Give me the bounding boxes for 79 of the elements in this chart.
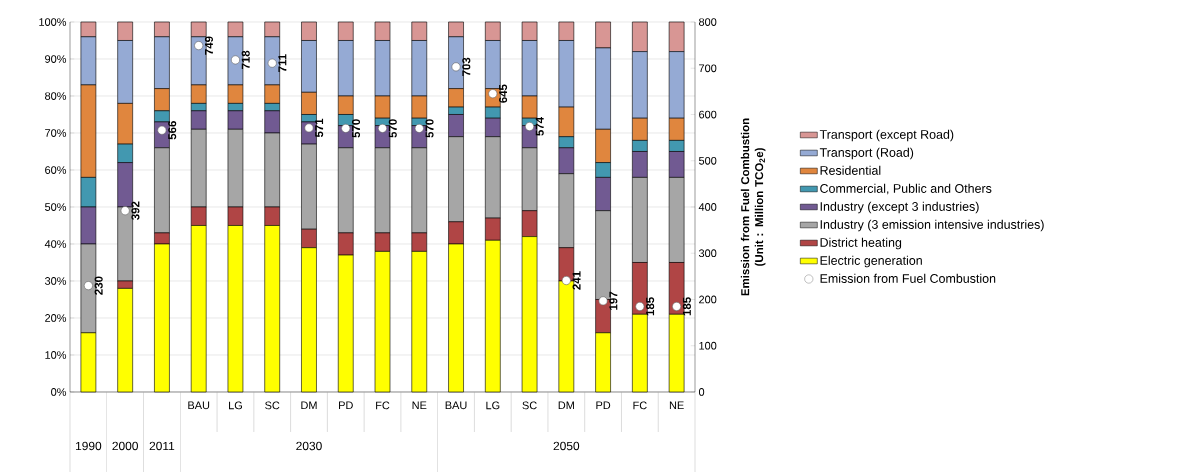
data-label: 571 [315,118,324,138]
data-label: 185 [646,297,655,316]
data-label: 230 [94,276,103,295]
y2-tick-label: 300 [698,249,717,258]
y2-tick-label: 500 [698,156,717,165]
text: 2030 [296,441,322,451]
y2-tick-label: 400 [698,203,717,211]
legend-label: District heating [820,237,902,250]
data-label: 718 [241,50,250,69]
data-label: 392 [131,201,140,220]
y2-tick-label: 200 [699,295,717,304]
y2-tick-label: 800 [698,18,717,26]
point [83,281,93,291]
x-tick-label: FC [633,401,647,410]
point [525,121,535,131]
x-tick-label: LG [486,401,500,410]
point [230,55,240,65]
y-tick-label: 100% [39,18,67,26]
x-tick-label: BAU [445,401,467,410]
data-label: 570 [388,119,397,138]
y-tick-label: 70% [45,129,67,137]
point [267,58,277,68]
legend-label: Industry (3 emission intensive industries) [820,219,1044,232]
x-tick-label: FC [376,401,390,410]
y2-tick-label: 0 [698,388,705,396]
point [120,206,130,216]
data-label: 570 [425,119,434,138]
x-tick-label: LG [229,401,242,410]
y-tick-label: 20% [45,314,67,322]
data-label: 703 [462,57,471,76]
point [635,301,645,311]
x-tick-label: SC [522,401,537,410]
y-tick-label: 30% [44,277,67,285]
y-tick-label: 50% [45,203,67,211]
data-label: 241 [572,271,581,290]
text: 2050 [553,441,580,451]
y2-tick-label: 600 [699,110,717,119]
text: 1990 [76,441,102,451]
text: 2011 [149,441,175,451]
point [561,275,571,285]
legend-label: Emission from Fuel Combustion [820,273,996,283]
data-label: 711 [278,54,287,72]
x-tick-label: BAU [188,401,210,410]
point [598,296,608,306]
legend-label: Industry (except 3 industries) [820,201,979,214]
legend-label: Electric generation [820,255,922,268]
x-tick-label: NE [412,401,427,409]
legend-label: Transport (Road) [819,147,914,160]
point [672,301,682,311]
legend-label: Transport (except Road) [819,129,954,142]
point [378,123,388,133]
y-tick-label: 90% [45,55,67,63]
point [414,123,424,133]
data-label: 574 [535,116,544,136]
data-label: 566 [168,120,177,140]
y-tick-label: 0% [51,388,67,396]
x-tick-label: DM [558,401,574,409]
y-tick-label: 40% [44,240,67,248]
data-label: 570 [351,119,361,138]
y-tick-label: 10% [45,351,67,359]
x-tick-label: SC [265,401,280,410]
x-tick-label: PD [596,401,611,409]
point [194,40,204,50]
x-tick-label: DM [301,401,317,409]
x-tick-label: PD [339,401,353,409]
legend-label: Commercial, Public and Others [820,183,992,195]
point [451,62,461,72]
legend-label: Residential [820,165,881,175]
data-label: 645 [499,84,508,103]
data-label: 197 [609,291,618,310]
data-label: 749 [204,36,213,55]
data-label: 185 [682,297,691,316]
y2-tick-label: 700 [699,64,717,73]
y-tick-label: 80% [45,92,67,100]
y2-tick-label: 100 [699,341,717,350]
point [341,123,351,133]
y-tick-label: 60% [45,166,67,174]
text: 2000 [112,441,138,451]
x-tick-label: NE [669,401,684,409]
